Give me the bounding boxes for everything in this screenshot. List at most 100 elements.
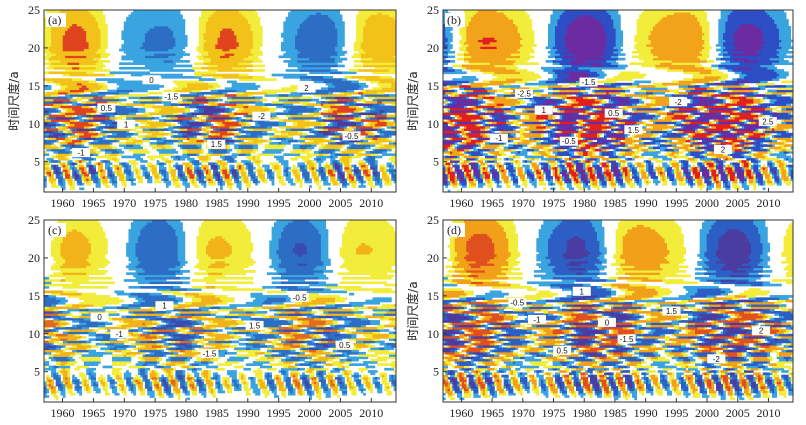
heatmap-cell [83,123,87,127]
heatmap-cell [227,132,230,136]
heatmap-cell [154,64,158,68]
heatmap-cell [93,87,97,91]
heatmap-cell [182,148,186,152]
heatmap-cell [210,50,214,54]
heatmap-cell [154,144,158,147]
heatmap-cell [182,132,186,136]
heatmap-cell [177,121,181,125]
heatmap-cell [86,25,89,29]
heatmap-cell [215,114,219,118]
heatmap-cell [81,64,85,68]
heatmap-cell [149,132,153,136]
heatmap-cell [194,103,197,106]
heatmap-cell [72,73,75,77]
heatmap-cell [62,144,66,147]
heatmap-cell [224,112,228,116]
heatmap-cell [67,98,71,102]
heatmap-cell [48,80,52,84]
heatmap-cell [196,146,200,150]
heatmap-cell [65,21,68,25]
heatmap-cell [121,130,125,134]
heatmap-cell [65,166,68,170]
heatmap-cell [201,148,204,152]
heatmap-cell [135,57,139,61]
heatmap-cell [156,178,160,182]
heatmap-cell [224,44,228,47]
heatmap-cell [187,144,190,147]
heatmap-cell [177,107,181,111]
heatmap-cell [208,48,212,52]
heatmap-cell [79,78,82,81]
heatmap-cell [116,112,120,116]
heatmap-cell [65,10,68,13]
heatmap-cell [83,176,87,179]
heatmap-cell [208,151,212,154]
heatmap-cell [170,151,174,154]
heatmap-cell [182,19,186,22]
heatmap-cell [107,91,111,95]
heatmap-cell [133,160,136,163]
heatmap-cell [44,110,47,113]
heatmap-cell [133,107,136,111]
heatmap-cell [137,53,141,56]
heatmap-cell [220,114,223,118]
heatmap-cell [83,55,87,59]
heatmap-cell [126,169,129,172]
heatmap-cell [173,137,176,141]
heatmap-cell [62,96,66,100]
heatmap-cell [116,116,120,120]
heatmap-cell [93,30,97,34]
heatmap-cell [83,121,87,125]
heatmap-cell [90,39,94,43]
heatmap-cell [48,110,52,113]
heatmap-cell [44,126,47,129]
heatmap-cell [67,144,71,147]
heatmap-cell [231,64,235,68]
heatmap-cell [135,37,139,40]
heatmap-cell [90,35,94,38]
heatmap-cell [177,10,181,13]
heatmap-cell [182,96,186,100]
heatmap-cell [217,160,221,163]
heatmap-cell [151,35,155,38]
heatmap-cell [135,132,139,136]
heatmap-cell [142,30,146,34]
heatmap-cell [44,57,47,61]
heatmap-cell [227,25,230,29]
heatmap-cell [51,171,54,175]
heatmap-cell [90,123,94,127]
heatmap-cell [163,169,167,172]
heatmap-cell [210,126,214,129]
heatmap-cell [215,64,219,68]
heatmap-cell [90,144,94,147]
heatmap-cell [135,53,139,56]
heatmap-cell [166,28,169,31]
heatmap-cell [65,71,68,75]
heatmap-cell [156,23,160,27]
heatmap-cell [231,112,235,116]
heatmap-cell [210,23,214,27]
heatmap-cell [62,164,66,168]
heatmap-cell [105,69,108,72]
heatmap-cell [187,126,190,129]
heatmap-cell [119,71,122,75]
heatmap-cell [217,110,221,113]
heatmap-cell [154,19,158,22]
heatmap-cell [65,110,68,113]
heatmap-cell [224,119,228,122]
heatmap-cell [151,141,155,145]
heatmap-cell [53,166,57,170]
heatmap-cell [72,94,75,97]
heatmap-cell [116,139,120,143]
heatmap-cell [83,28,87,31]
heatmap-cell [72,180,75,184]
heatmap-cell [231,105,235,109]
heatmap-cell [65,37,68,40]
heatmap-cell [79,141,82,145]
heatmap-cell [112,171,115,175]
heatmap-cell [86,46,89,50]
heatmap-cell [67,107,71,111]
heatmap-cell [100,137,104,141]
heatmap-cell [227,176,230,179]
heatmap-cell [76,98,80,102]
